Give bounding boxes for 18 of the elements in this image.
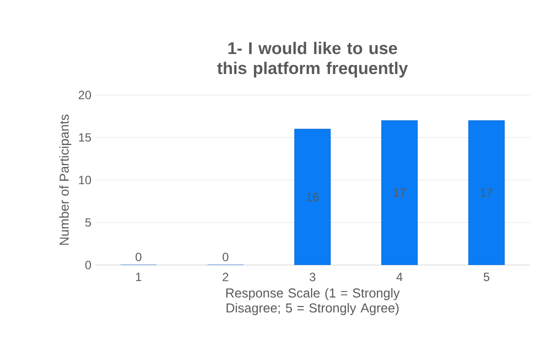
- y-tick-label: 5: [85, 218, 91, 227]
- x-tick-label: 4: [396, 272, 402, 281]
- x-tick-label: 2: [222, 272, 228, 282]
- chart-title: 1- I would like to use this platform frequently: [217, 42, 408, 78]
- x-tick-label: 1: [136, 272, 142, 281]
- y-tick-label: 0: [85, 260, 92, 270]
- x-tick-label: 3: [310, 272, 316, 282]
- y-tick-label: 15: [79, 133, 91, 142]
- data-label: 17: [480, 188, 493, 197]
- data-label: 16: [306, 192, 319, 202]
- x-tick-label: 5: [484, 272, 490, 282]
- data-label: 0: [222, 252, 228, 262]
- x-axis-title: Response Scale (1 = Strongly Disagree; 5 = Strongly Agree): [226, 288, 400, 316]
- y-axis-title: Number of Participants: [59, 114, 72, 245]
- y-tick-label: 10: [79, 176, 92, 184]
- data-label: 0: [136, 252, 142, 262]
- y-tick-label: 20: [78, 90, 92, 100]
- data-label: 17: [394, 188, 406, 197]
